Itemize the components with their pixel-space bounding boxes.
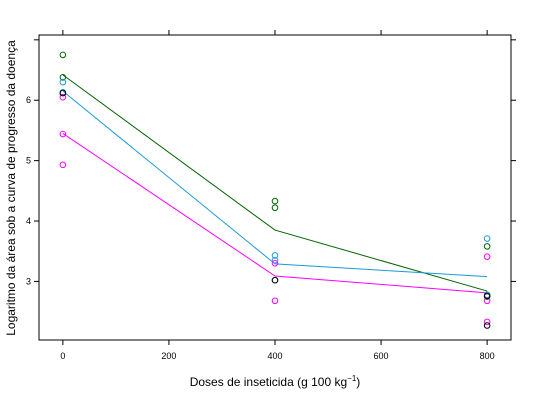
data-point — [60, 162, 66, 168]
series-line — [63, 133, 487, 292]
x-axis-label: Doses de inseticida (g 100 kg−1) — [190, 374, 361, 389]
data-points — [60, 52, 490, 328]
plot-frame — [39, 35, 511, 340]
x-tick-label: 200 — [161, 351, 176, 361]
y-tick-label: 5 — [26, 156, 31, 166]
data-point — [484, 323, 490, 329]
series-line — [63, 91, 487, 276]
y-tick-label: 3 — [26, 276, 31, 286]
data-point — [484, 254, 490, 260]
data-point — [272, 277, 278, 283]
axis-ticks: 0 200 400 600 800 3 4 5 6 — [26, 30, 516, 361]
y-tick-label: 6 — [26, 95, 31, 105]
data-point — [484, 244, 490, 250]
x-tick-label: 800 — [480, 351, 495, 361]
data-point — [484, 236, 490, 242]
data-point — [60, 52, 66, 58]
data-point — [272, 298, 278, 304]
y-tick-label: 4 — [26, 216, 31, 226]
data-point — [272, 198, 278, 204]
x-tick-label: 600 — [374, 351, 389, 361]
x-tick-label: 400 — [267, 351, 282, 361]
y-axis-label: Logaritmo da área sob a curva de progres… — [4, 40, 18, 336]
data-point — [272, 205, 278, 211]
x-tick-label: 0 — [60, 351, 65, 361]
data-point — [60, 131, 66, 137]
